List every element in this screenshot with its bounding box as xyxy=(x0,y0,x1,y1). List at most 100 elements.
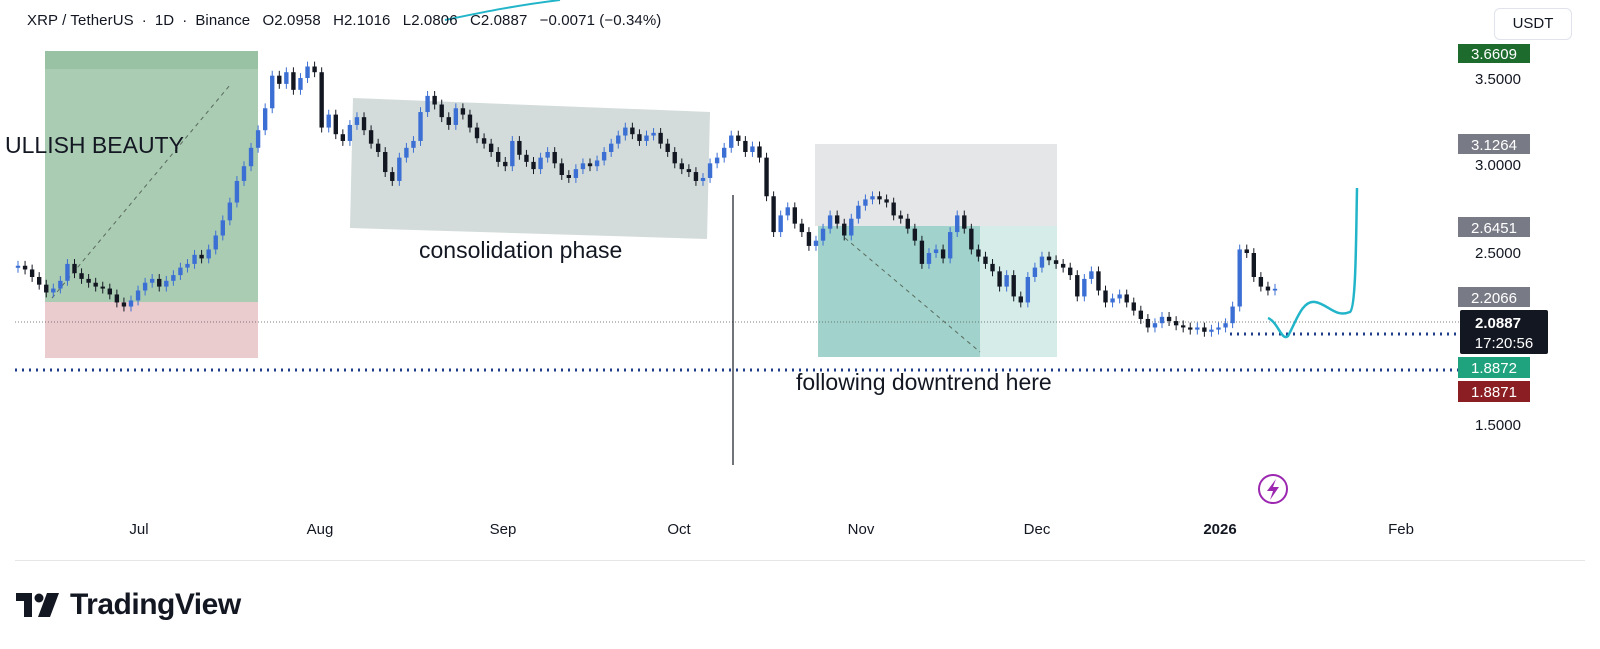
lightning-icon[interactable] xyxy=(1258,474,1288,504)
candle-body xyxy=(940,249,946,259)
candle-body xyxy=(1202,327,1207,332)
candle-body xyxy=(609,143,614,152)
candle-body xyxy=(729,135,734,148)
candle-body xyxy=(778,215,783,233)
candle-body xyxy=(390,172,395,181)
candle-body xyxy=(411,140,416,148)
low-value: L2.0806 xyxy=(402,12,458,29)
dot-separator: · xyxy=(141,12,147,29)
short-position-box[interactable] xyxy=(815,144,1057,357)
candle-body xyxy=(121,302,127,307)
price-tag-gray: 2.2066 xyxy=(1458,287,1530,307)
symbol-name[interactable]: XRP / TetherUS xyxy=(27,12,134,29)
candle-body xyxy=(157,278,162,287)
candle-body xyxy=(566,174,572,178)
candle-body xyxy=(1110,298,1115,303)
candle-body xyxy=(1068,267,1073,276)
candle-body xyxy=(969,228,974,250)
candle-body xyxy=(446,117,451,125)
currency-button[interactable]: USDT xyxy=(1494,8,1572,40)
close-value: C2.0887 xyxy=(469,12,528,29)
candle-body xyxy=(1223,323,1228,328)
consolidation-annotation[interactable]: consolidation phase xyxy=(419,237,622,263)
candle-body xyxy=(255,130,261,148)
countdown-label: 17:20:56 xyxy=(1475,335,1533,352)
candle-body xyxy=(714,157,720,164)
candle-body xyxy=(785,207,790,216)
candle-body xyxy=(481,138,487,144)
candle-body xyxy=(1004,275,1009,287)
candle-body xyxy=(291,72,296,90)
candle-body xyxy=(404,147,409,158)
candle-body xyxy=(277,75,282,84)
candle-body xyxy=(107,288,112,295)
candle-body xyxy=(679,163,684,170)
candle-body xyxy=(849,218,854,236)
candle-body xyxy=(86,278,91,283)
candle-body xyxy=(93,282,98,287)
candle-body xyxy=(764,157,769,197)
candle-body xyxy=(806,232,812,246)
candle-body xyxy=(517,140,522,155)
long-position-loss-zone xyxy=(45,302,258,358)
candle-body xyxy=(1251,253,1257,277)
short-position-stop-zone xyxy=(815,144,1057,226)
price-tag-label: 1.8871 xyxy=(1471,384,1517,401)
candle-body xyxy=(319,72,324,128)
consolidation-channel[interactable] xyxy=(350,98,710,239)
price-tag-green: 1.8872 xyxy=(1458,357,1530,378)
open-value: O2.0958 xyxy=(262,12,321,29)
candle-body xyxy=(142,282,148,291)
last-price-tag: 2.0887 17:20:56 xyxy=(1460,310,1548,354)
candle-body xyxy=(1046,256,1052,261)
long-position-box[interactable] xyxy=(45,51,258,358)
candle-body xyxy=(997,271,1002,287)
tradingview-logo[interactable]: TradingView xyxy=(16,588,241,622)
candle-body xyxy=(1060,263,1066,268)
candle-body xyxy=(983,256,988,264)
x-tick-label: Jul xyxy=(129,521,148,538)
candle-body xyxy=(1089,271,1094,279)
candle-body xyxy=(820,228,826,241)
candle-body xyxy=(531,161,536,170)
candle-body xyxy=(1209,329,1214,332)
candle-body xyxy=(128,300,134,307)
candle-body xyxy=(1230,306,1235,324)
candle-body xyxy=(368,130,374,144)
candle-body xyxy=(312,66,317,73)
timeframe-label[interactable]: 1D xyxy=(154,12,175,29)
candle-body xyxy=(962,215,967,229)
candle-body xyxy=(383,151,388,173)
candle-body xyxy=(842,223,847,236)
candle-body xyxy=(863,199,868,206)
candle-body xyxy=(545,151,550,158)
candle-body xyxy=(135,290,141,301)
candle-body xyxy=(559,163,564,175)
candle-body xyxy=(510,140,515,167)
candle-body xyxy=(65,263,70,281)
candle-body xyxy=(432,95,437,105)
price-tag-label: 2.2066 xyxy=(1471,290,1517,307)
chart-frame xyxy=(15,0,1585,561)
candle-body xyxy=(870,196,875,200)
candle-body xyxy=(1216,327,1221,330)
downtrend-annotation[interactable]: following downtrend here xyxy=(796,369,1052,395)
chart-canvas[interactable]: ULLISH BEAUTY consolidation phase follow… xyxy=(0,0,1600,560)
candle-body xyxy=(665,143,670,152)
candlestick-series xyxy=(15,61,1278,337)
candle-body xyxy=(15,265,21,268)
candle-body xyxy=(630,127,635,135)
candle-body xyxy=(884,199,889,203)
candle-body xyxy=(1039,256,1045,268)
projection-path[interactable] xyxy=(1267,187,1359,339)
candle-body xyxy=(164,280,169,287)
candle-body xyxy=(1131,302,1136,311)
candle-body xyxy=(503,161,508,167)
candle-body xyxy=(1032,267,1038,277)
short-position-path xyxy=(844,237,981,353)
x-tick-label: Dec xyxy=(1024,521,1051,538)
y-tick-label: 2.5000 xyxy=(1475,245,1521,262)
symbol-info-bar[interactable]: XRP / TetherUS · 1D · Binance O2.0958 H2.101… xyxy=(27,12,669,29)
bullish-annotation[interactable]: ULLISH BEAUTY xyxy=(5,132,184,158)
tradingview-logo-icon xyxy=(16,593,59,617)
